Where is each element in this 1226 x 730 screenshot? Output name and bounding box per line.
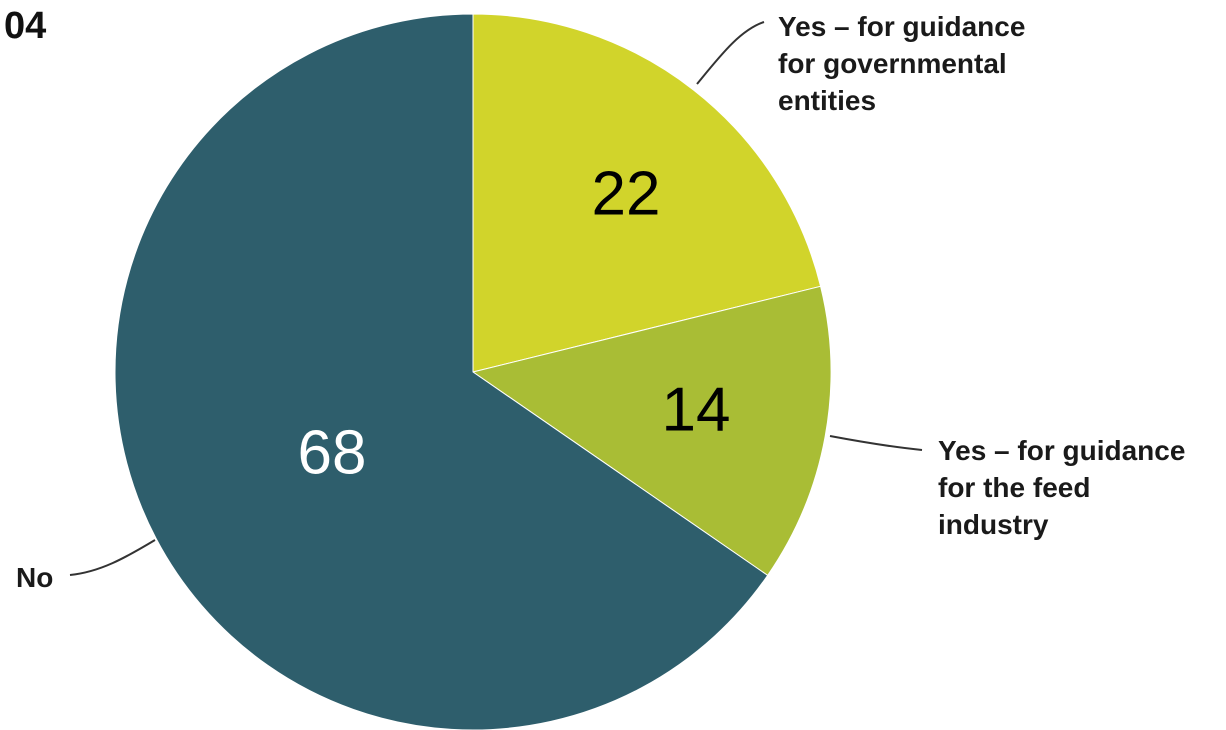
category-label-line: for governmental <box>778 48 1007 79</box>
category-label-line: Yes – for guidance <box>778 11 1025 42</box>
pie-slices <box>114 13 832 730</box>
category-label-feed-industry: Yes – for guidance for the feed industry <box>938 435 1185 540</box>
value-label-governmental: 22 <box>592 160 661 229</box>
value-labels: 22 14 68 <box>298 160 731 488</box>
category-label-line: Yes – for guidance <box>938 435 1185 466</box>
category-label-no: No <box>16 562 53 593</box>
leader-line-governmental <box>696 21 765 85</box>
pie-slice-governmental <box>472 13 822 373</box>
category-label-line: for the feed <box>938 472 1090 503</box>
figure-id: 04 <box>4 5 46 47</box>
category-label-line: entities <box>778 85 876 116</box>
leader-line-no <box>69 539 156 576</box>
category-labels: Yes – for guidance for governmental entiti… <box>16 11 1185 593</box>
pie-slice-feed-industry <box>471 285 832 577</box>
leader-line-feed-industry <box>829 435 923 451</box>
value-label-no: 68 <box>298 419 367 488</box>
category-label-line: No <box>16 562 53 593</box>
leader-lines <box>69 21 923 576</box>
pie-slice-no <box>114 13 769 730</box>
category-label-governmental: Yes – for guidance for governmental entiti… <box>778 11 1025 116</box>
category-label-line: industry <box>938 509 1049 540</box>
value-label-feed-industry: 14 <box>662 376 731 445</box>
